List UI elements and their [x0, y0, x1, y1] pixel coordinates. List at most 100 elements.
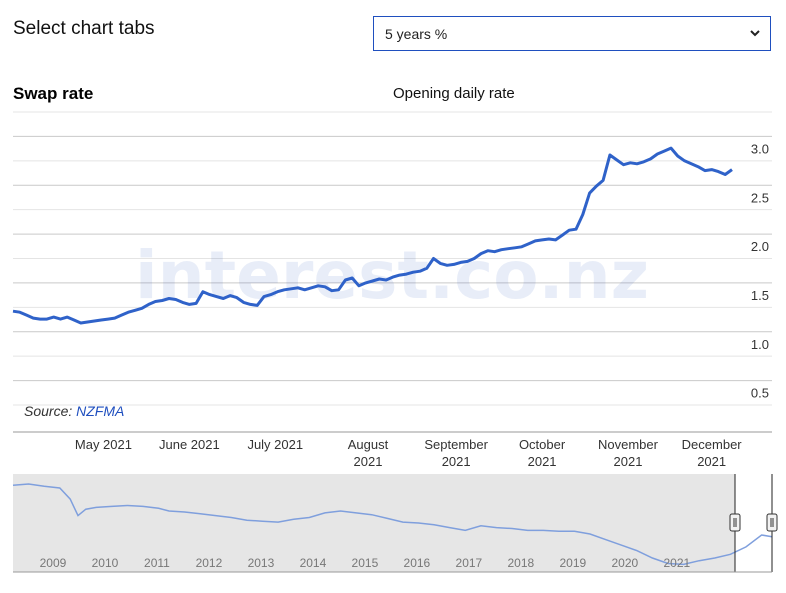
- data-point[interactable]: [140, 306, 144, 310]
- data-point[interactable]: [38, 317, 42, 321]
- data-point[interactable]: [92, 319, 96, 323]
- data-point[interactable]: [452, 262, 456, 266]
- data-point[interactable]: [377, 277, 381, 281]
- data-point[interactable]: [669, 146, 673, 150]
- data-point[interactable]: [540, 238, 544, 242]
- data-point[interactable]: [371, 279, 375, 283]
- data-point[interactable]: [276, 290, 280, 294]
- data-point[interactable]: [72, 318, 76, 322]
- data-point[interactable]: [472, 257, 476, 261]
- data-point[interactable]: [438, 261, 442, 265]
- data-point[interactable]: [615, 158, 619, 162]
- data-point[interactable]: [411, 270, 415, 274]
- source-link[interactable]: NZFMA: [76, 403, 125, 419]
- data-point[interactable]: [404, 272, 408, 276]
- data-point[interactable]: [703, 169, 707, 173]
- data-point[interactable]: [432, 257, 436, 261]
- range-select[interactable]: 5 years %: [373, 16, 771, 51]
- data-point[interactable]: [391, 275, 395, 279]
- data-point[interactable]: [310, 286, 314, 290]
- data-point[interactable]: [52, 315, 56, 319]
- data-point[interactable]: [384, 278, 388, 282]
- data-point[interactable]: [147, 302, 151, 306]
- data-point[interactable]: [716, 170, 720, 174]
- data-point[interactable]: [588, 191, 592, 195]
- data-point[interactable]: [628, 161, 632, 165]
- data-point[interactable]: [581, 213, 585, 217]
- data-point[interactable]: [99, 318, 103, 322]
- data-point[interactable]: [398, 273, 402, 277]
- data-point[interactable]: [323, 285, 327, 289]
- data-point[interactable]: [622, 163, 626, 167]
- data-point[interactable]: [187, 302, 191, 306]
- data-point[interactable]: [683, 159, 687, 163]
- data-point[interactable]: [106, 317, 110, 321]
- data-point[interactable]: [262, 295, 266, 299]
- data-point[interactable]: [635, 162, 639, 166]
- navigator[interactable]: 2009 2010 2011 2012 2013 2014 2015 2016 2017 2018…: [12, 474, 778, 573]
- data-point[interactable]: [330, 289, 334, 293]
- data-point[interactable]: [337, 288, 341, 292]
- data-point[interactable]: [513, 246, 517, 250]
- data-point[interactable]: [11, 309, 15, 313]
- data-point[interactable]: [296, 286, 300, 290]
- data-point[interactable]: [255, 303, 259, 307]
- data-point[interactable]: [235, 296, 239, 300]
- data-point[interactable]: [445, 263, 449, 267]
- data-point[interactable]: [316, 284, 320, 288]
- data-point[interactable]: [533, 239, 537, 243]
- data-point[interactable]: [689, 162, 693, 166]
- data-point[interactable]: [59, 317, 63, 321]
- data-point[interactable]: [554, 238, 558, 242]
- navigator-handle-right[interactable]: [766, 513, 778, 532]
- navigator-window[interactable]: [735, 474, 772, 572]
- data-point[interactable]: [269, 293, 273, 297]
- data-point[interactable]: [343, 278, 347, 282]
- data-point[interactable]: [221, 297, 225, 301]
- data-point[interactable]: [364, 281, 368, 285]
- data-point[interactable]: [642, 160, 646, 164]
- data-point[interactable]: [350, 276, 354, 280]
- data-point[interactable]: [567, 228, 571, 232]
- data-point[interactable]: [120, 313, 124, 317]
- data-point[interactable]: [655, 152, 659, 156]
- data-point[interactable]: [113, 316, 117, 320]
- data-point[interactable]: [25, 313, 29, 317]
- data-point[interactable]: [527, 242, 531, 246]
- data-point[interactable]: [303, 288, 307, 292]
- data-point[interactable]: [248, 302, 252, 306]
- data-point[interactable]: [479, 252, 483, 256]
- data-point[interactable]: [547, 237, 551, 241]
- data-point[interactable]: [418, 269, 422, 273]
- data-point[interactable]: [208, 293, 212, 297]
- data-point[interactable]: [153, 300, 157, 304]
- data-point[interactable]: [594, 184, 598, 188]
- data-point[interactable]: [649, 157, 653, 161]
- data-point[interactable]: [506, 247, 510, 251]
- data-point[interactable]: [676, 154, 680, 158]
- data-point[interactable]: [167, 297, 171, 301]
- data-point[interactable]: [560, 233, 564, 237]
- data-point[interactable]: [201, 290, 205, 294]
- data-point[interactable]: [242, 300, 246, 304]
- data-point[interactable]: [493, 250, 497, 254]
- data-point[interactable]: [425, 266, 429, 270]
- data-point[interactable]: [486, 249, 490, 253]
- data-point[interactable]: [601, 178, 605, 182]
- data-point[interactable]: [174, 298, 178, 302]
- data-point[interactable]: [160, 299, 164, 303]
- data-point[interactable]: [194, 301, 198, 305]
- data-point[interactable]: [499, 248, 503, 252]
- data-point[interactable]: [520, 245, 524, 249]
- data-point[interactable]: [86, 320, 90, 324]
- data-point[interactable]: [31, 316, 35, 320]
- data-point[interactable]: [662, 149, 666, 153]
- data-point[interactable]: [18, 310, 22, 314]
- data-point[interactable]: [574, 227, 578, 231]
- navigator-handle-left[interactable]: [729, 513, 741, 532]
- data-point[interactable]: [466, 259, 470, 263]
- data-point[interactable]: [65, 315, 69, 319]
- data-point[interactable]: [45, 317, 49, 321]
- data-point[interactable]: [133, 308, 137, 312]
- data-point[interactable]: [181, 300, 185, 304]
